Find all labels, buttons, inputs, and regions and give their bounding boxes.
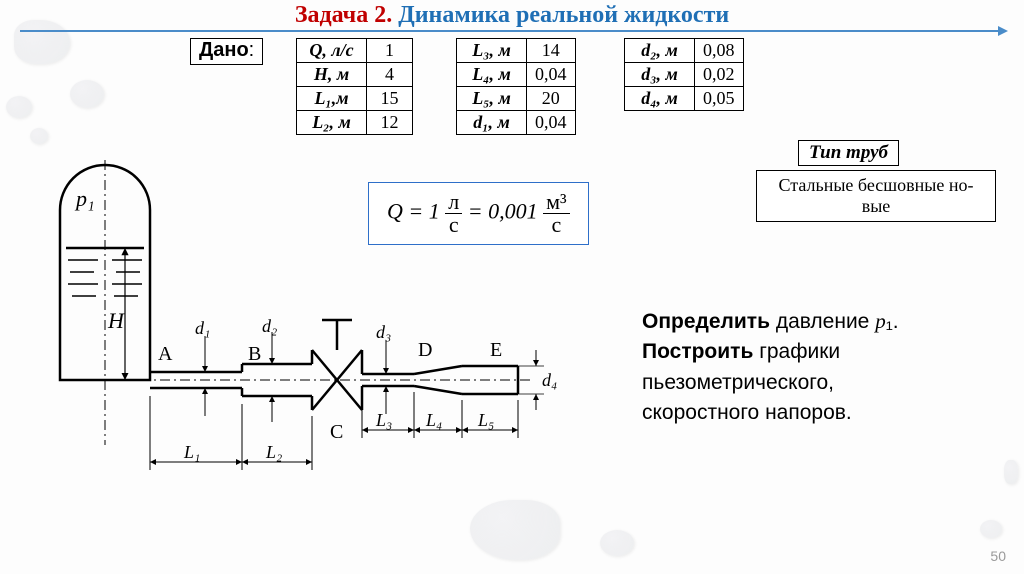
svg-text:d₃: d₃ (376, 322, 391, 342)
data-table-1: Q, л/с1 H, м4 L₁,м15 L₂, м12 (296, 38, 413, 135)
svg-text:L₄: L₄ (425, 410, 442, 430)
table-row: L₂, м12 (297, 111, 413, 135)
table-row: H, м4 (297, 63, 413, 87)
given-label: Дано: (190, 38, 263, 65)
table-row: d₂, м0,08 (625, 39, 744, 63)
svg-text:A: A (158, 343, 173, 365)
svg-text:H: H (107, 308, 125, 333)
title-underline-arrow (20, 30, 1000, 32)
svg-text:p₁: p₁ (74, 186, 95, 211)
svg-text:d₂: d₂ (262, 316, 277, 336)
table-row: Q, л/с1 (297, 39, 413, 63)
pipe-type-value: Стальные бесшовные но- вые (756, 170, 996, 222)
svg-text:D: D (418, 339, 432, 361)
page-number: 50 (990, 548, 1006, 564)
data-table-3: d₂, м0,08 d₃, м0,02 d₄, м0,05 (624, 38, 744, 111)
svg-text:d₁: d₁ (195, 318, 210, 338)
table-row: d₃, м0,02 (625, 63, 744, 87)
svg-text:C: C (330, 421, 343, 443)
pipe-type-header: Тип труб (798, 140, 899, 166)
svg-text:L₃: L₃ (375, 410, 392, 430)
table-row: L₁,м15 (297, 87, 413, 111)
svg-text:B: B (248, 343, 261, 365)
svg-text:L₁: L₁ (183, 442, 200, 462)
title-part2: Динамика реальной жидкости (392, 2, 729, 28)
data-table-2: L₃, м14 L₄, м0,04 L₅, м20 d₁, м0,04 (456, 38, 576, 135)
table-row: d₁, м0,04 (457, 111, 576, 135)
table-row: L₃, м14 (457, 39, 576, 63)
table-row: L₅, м20 (457, 87, 576, 111)
svg-text:L₅: L₅ (477, 410, 494, 430)
title-part1: Задача 2. (295, 2, 392, 28)
table-row: d₄, м0,05 (625, 87, 744, 111)
svg-text:E: E (490, 339, 502, 361)
table-row: L₄, м0,04 (457, 63, 576, 87)
task-text: Определить давление p₁. Построить график… (642, 306, 1012, 429)
svg-text:d₄: d₄ (542, 370, 557, 390)
svg-text:L₂: L₂ (265, 442, 282, 462)
page-title: Задача 2. Динамика реальной жидкости (0, 2, 1024, 30)
hydraulic-diagram: p₁ H A B C D (10, 160, 570, 540)
